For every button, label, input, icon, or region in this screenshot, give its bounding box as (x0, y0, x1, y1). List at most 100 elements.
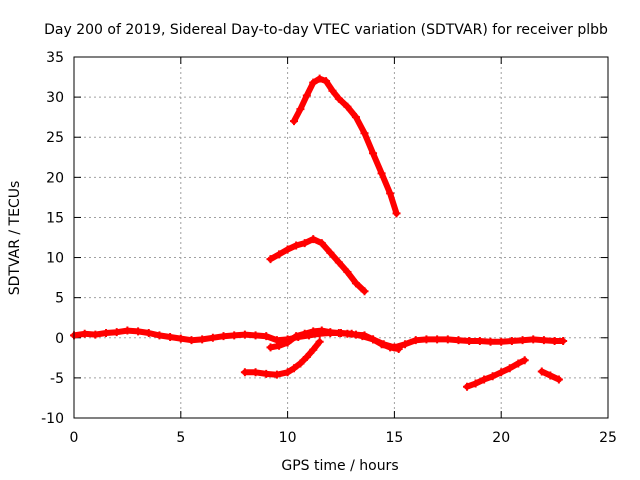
data-point (296, 105, 305, 114)
data-point (317, 239, 326, 248)
data-point (463, 382, 472, 391)
data-point (539, 336, 548, 345)
data-point (134, 327, 143, 336)
data-point (443, 335, 452, 344)
data-point (505, 364, 514, 373)
data-point (488, 372, 497, 381)
data-point (369, 335, 378, 344)
data-point (537, 367, 546, 376)
x-tick-label: 15 (385, 430, 403, 446)
data-point (275, 250, 284, 259)
data-point (377, 340, 386, 349)
data-point (360, 287, 369, 296)
data-point (401, 340, 410, 349)
data-point (386, 343, 395, 352)
data-point (360, 331, 369, 340)
y-tick-label: 0 (55, 331, 64, 347)
y-axis-label: SDTVAR / TECUs (7, 181, 23, 296)
x-tick-label: 10 (279, 430, 297, 446)
data-point (208, 333, 217, 342)
data-point (266, 343, 275, 352)
data-point (300, 239, 309, 248)
data-point (144, 328, 153, 337)
series-arc-peak-32 (290, 74, 401, 218)
data-point (283, 245, 292, 254)
data-point (343, 102, 352, 111)
data-point (386, 189, 395, 198)
data-point (343, 267, 352, 276)
y-tick-label: 30 (46, 90, 64, 106)
data-point (334, 258, 343, 267)
data-point (507, 336, 516, 345)
data-point (554, 375, 563, 384)
data-point (91, 330, 100, 339)
data-point (334, 94, 343, 103)
data-point (290, 364, 299, 373)
x-tick-label: 5 (176, 430, 185, 446)
x-tick-label: 25 (599, 430, 617, 446)
series-arc-secondary-near-zero (266, 326, 403, 354)
data-point (315, 337, 324, 346)
data-point (351, 279, 360, 288)
series-trace (291, 75, 400, 217)
data-point (351, 113, 360, 122)
data-point (546, 371, 555, 380)
y-tick-label: 20 (46, 170, 64, 186)
data-point (334, 328, 343, 337)
data-point (351, 330, 360, 339)
grid (74, 57, 608, 418)
data-point (80, 329, 89, 338)
y-tick-label: 5 (55, 291, 64, 307)
data-point (486, 337, 495, 346)
data-point (475, 336, 484, 345)
data-point (343, 329, 352, 338)
data-point (559, 336, 568, 345)
series-arc-peak-12 (266, 235, 369, 296)
data-point (454, 336, 463, 345)
series-arc-late-rising (463, 356, 529, 391)
data-point (266, 255, 275, 264)
data-point (240, 330, 249, 339)
data-point (300, 329, 309, 338)
data-point (377, 169, 386, 178)
data-point (302, 91, 311, 100)
data-point (514, 359, 523, 368)
data-point (392, 209, 401, 218)
data-point (411, 336, 420, 345)
data-point (292, 241, 301, 250)
y-tick-label: -10 (41, 411, 64, 427)
data-point (230, 331, 239, 340)
data-point (283, 338, 292, 347)
x-tick-label: 20 (492, 430, 510, 446)
data-point (369, 149, 378, 158)
data-point (176, 334, 185, 343)
data-point (360, 129, 369, 138)
data-point (290, 117, 299, 126)
y-tick-label: 35 (46, 50, 64, 66)
data-point (326, 248, 335, 257)
data-point (309, 78, 318, 87)
data-point (251, 368, 260, 377)
y-tick-label: 10 (46, 251, 64, 267)
x-axis-label: GPS time / hours (281, 458, 398, 474)
data-point (422, 335, 431, 344)
data-point (112, 328, 121, 337)
data-point (309, 235, 318, 244)
series-trace (241, 338, 323, 378)
data-point (219, 332, 228, 341)
data-point (262, 332, 271, 341)
data-point (283, 368, 292, 377)
data-point (275, 341, 284, 350)
data-point (251, 331, 260, 340)
data-point (317, 326, 326, 335)
plot-frame (73, 56, 609, 419)
data-point (497, 337, 506, 346)
data-point (465, 336, 474, 345)
series-arc-late-falling (537, 367, 563, 384)
data-point (520, 356, 529, 365)
data-point (394, 345, 403, 354)
data-point (155, 331, 164, 340)
data-point (309, 327, 318, 336)
data-point (433, 335, 442, 344)
